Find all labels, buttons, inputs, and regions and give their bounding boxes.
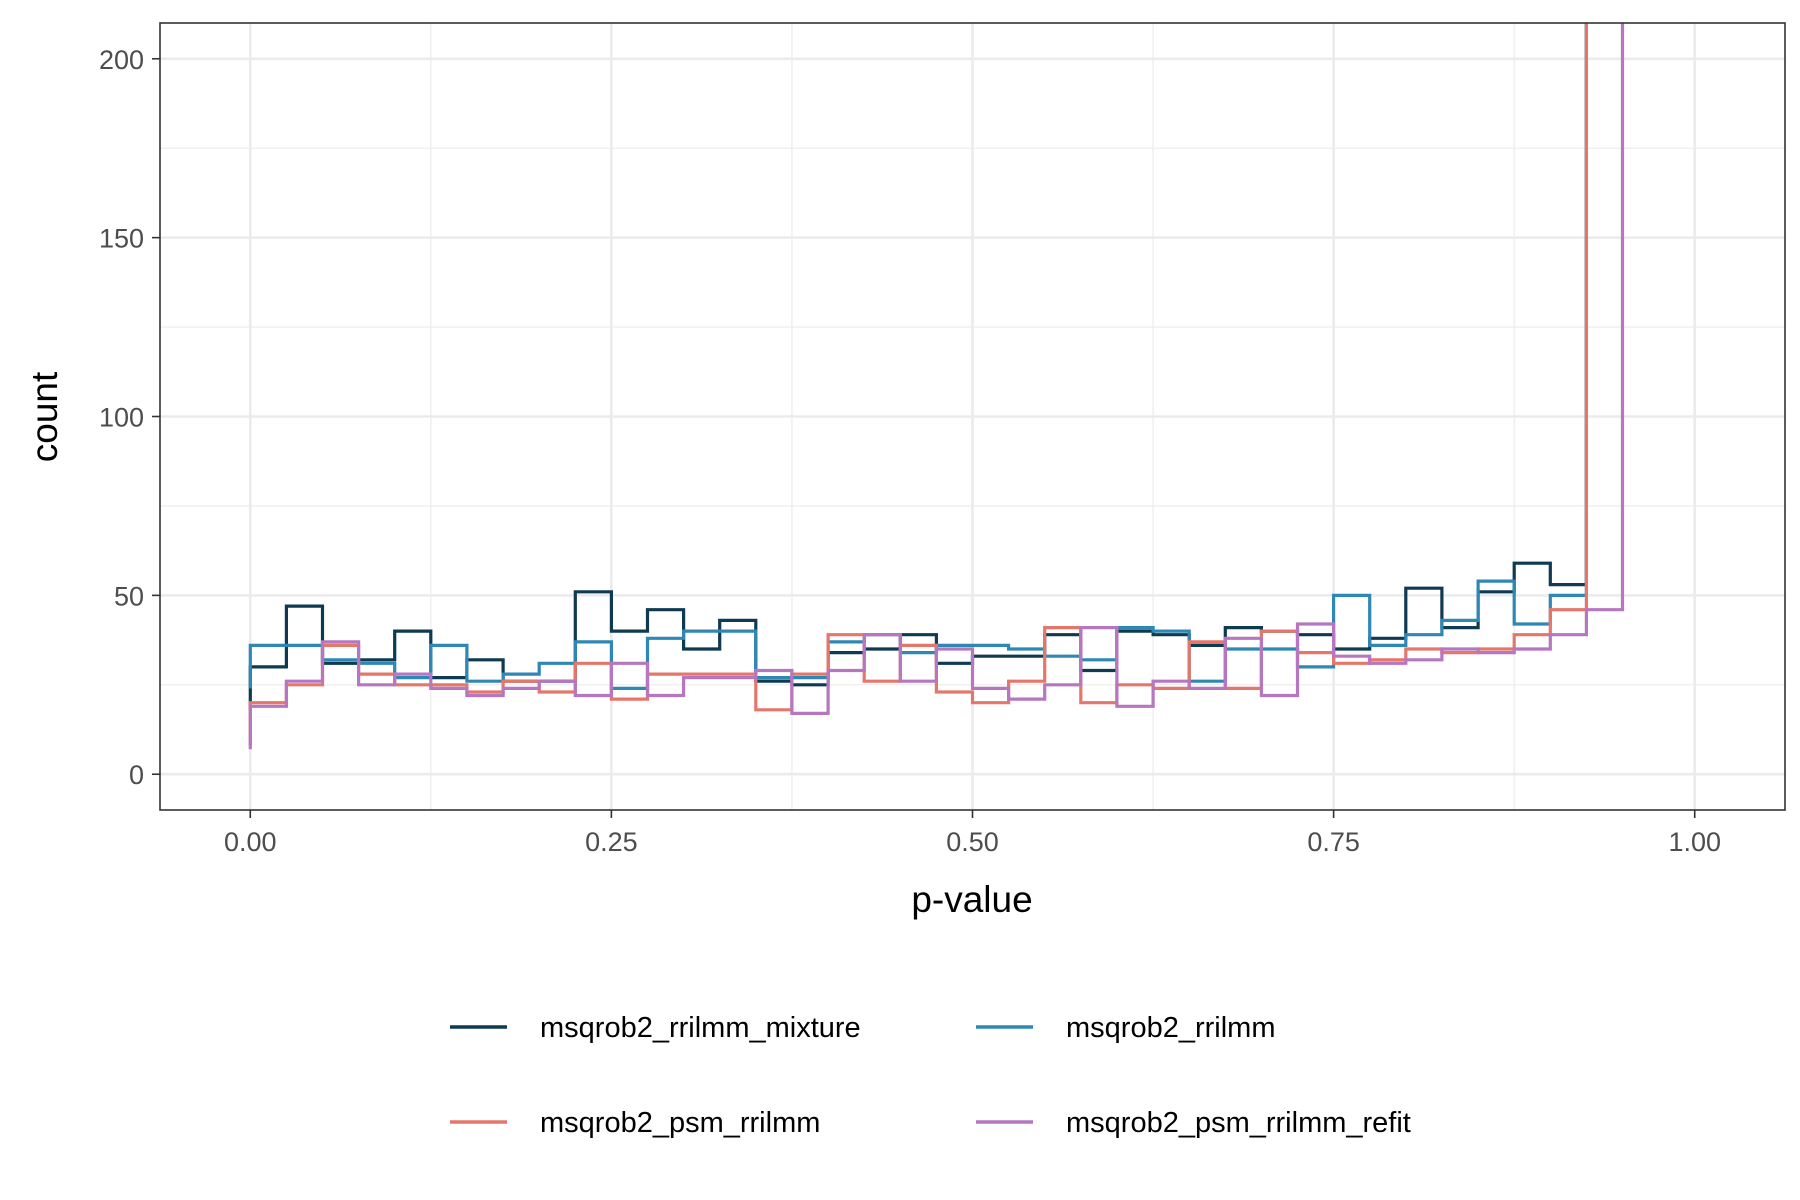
x-tick-label: 0.00: [224, 827, 277, 857]
y-tick-label: 50: [114, 581, 144, 611]
x-axis: 0.00 0.25 0.50 0.75 1.00: [224, 810, 1721, 857]
y-tick-label: 0: [129, 760, 144, 790]
legend-label: msqrob2_rrilmm_mixture: [540, 1012, 861, 1044]
legend-label: msqrob2_rrilmm: [1066, 1012, 1275, 1044]
x-tick-label: 0.25: [585, 827, 638, 857]
legend: msqrob2_rrilmm_mixture msqrob2_rrilmmmsqr…: [450, 1012, 1411, 1139]
series-layer: [248, 23, 1625, 750]
y-tick-label: 150: [99, 224, 144, 254]
y-tick-label: 200: [99, 45, 144, 75]
y-axis: 0 50 100 150 200: [99, 45, 160, 790]
legend-label: msqrob2_psm_rrilmm: [540, 1107, 820, 1139]
series-line-msqrob2_psm_rrilmm_refit: [248, 23, 1625, 750]
x-axis-title: p-value: [911, 879, 1032, 920]
y-axis-title: count: [24, 371, 65, 462]
x-tick-label: 0.75: [1307, 827, 1360, 857]
legend-label: msqrob2_psm_rrilmm_refit: [1066, 1107, 1411, 1139]
x-tick-label: 1.00: [1668, 827, 1721, 857]
y-tick-label: 100: [99, 403, 144, 433]
x-tick-label: 0.50: [946, 827, 999, 857]
